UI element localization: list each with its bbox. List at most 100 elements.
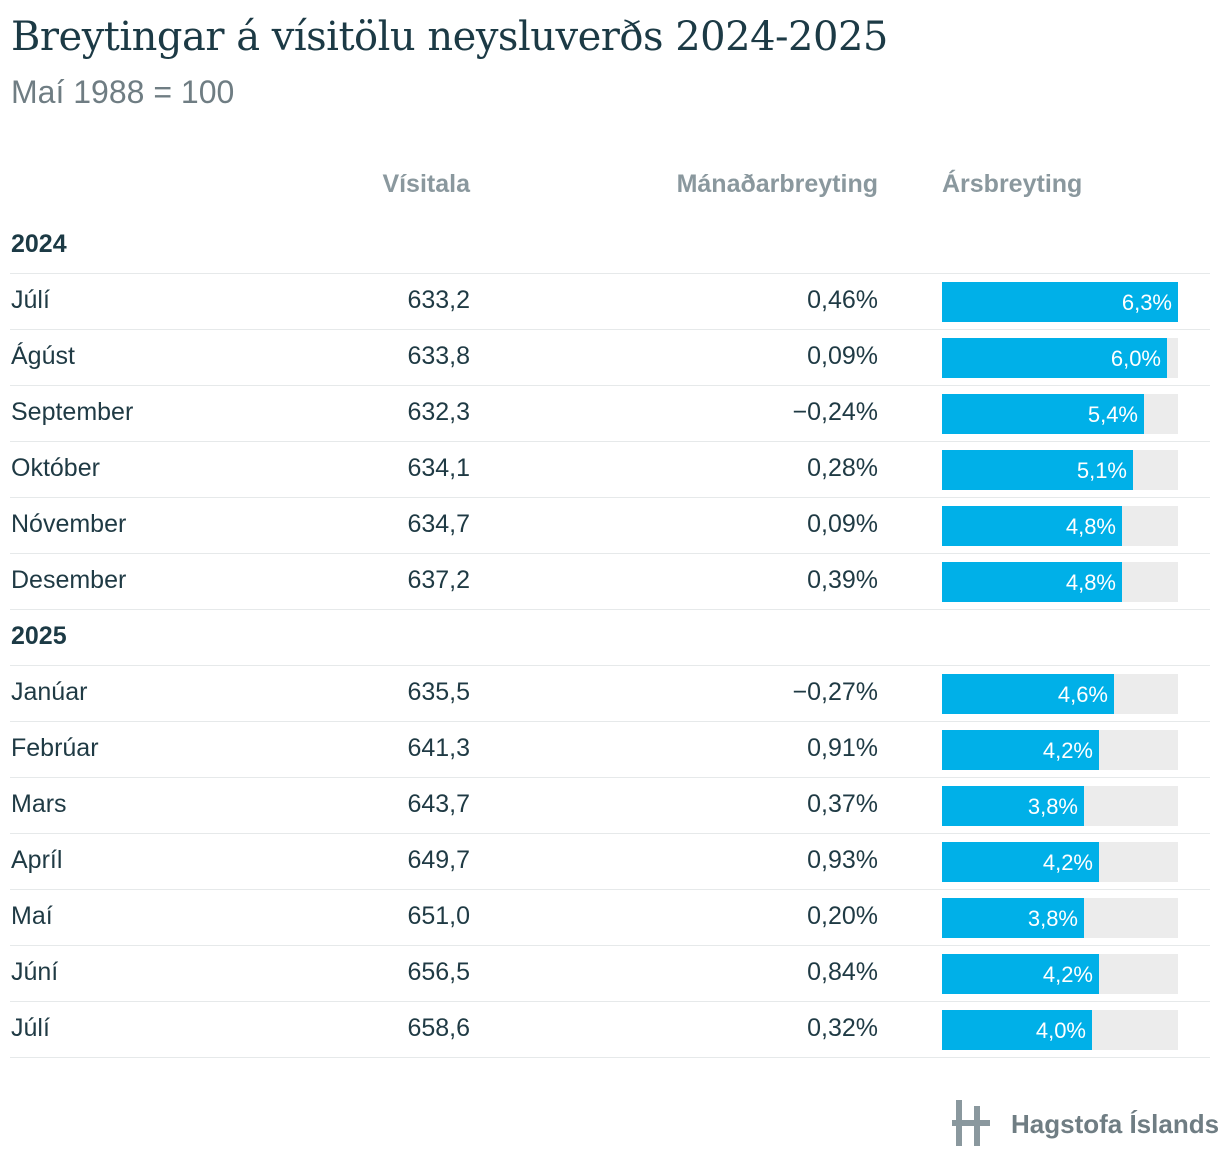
- annual-bar-label: 4,2%: [1042, 962, 1093, 987]
- monthly-change-value: 0,32%: [807, 1014, 878, 1042]
- chart-title: Breytingar á vísitölu neysluverðs 2024-2…: [11, 14, 888, 60]
- table-row: Apríl 649,7 0,93% 4,2%: [10, 834, 1210, 890]
- monthly-change-value: 0,37%: [807, 790, 878, 818]
- month-label: Mars: [11, 790, 67, 818]
- group-row-2024: 2024: [10, 218, 1210, 274]
- annual-bar-label: 3,8%: [1027, 794, 1078, 819]
- table-row: Júlí 658,6 0,32% 4,0%: [10, 1002, 1210, 1058]
- column-header-manadarbreyting: Mánaðarbreyting: [676, 170, 878, 198]
- monthly-change-value: 0,91%: [807, 734, 878, 762]
- table-row: September 632,3 −0,24% 5,4%: [10, 386, 1210, 442]
- annual-bar-label: 5,1%: [1076, 458, 1127, 483]
- monthly-change-value: −0,27%: [792, 678, 879, 706]
- annual-bar-label: 6,0%: [1110, 346, 1161, 371]
- index-value: 634,1: [407, 454, 470, 482]
- index-value: 643,7: [407, 790, 470, 818]
- month-label: Ágúst: [11, 342, 75, 370]
- annual-bar: 4,6%: [942, 674, 1114, 714]
- month-label: Maí: [11, 902, 53, 930]
- monthly-change-value: 0,84%: [807, 958, 878, 986]
- index-value: 637,2: [407, 566, 470, 594]
- group-label: 2024: [11, 230, 67, 258]
- annual-bar-track: 3,8%: [942, 898, 1178, 938]
- month-label: Janúar: [11, 678, 88, 706]
- month-label: Apríl: [11, 846, 63, 874]
- table-row: Ágúst 633,8 0,09% 6,0%: [10, 330, 1210, 386]
- annual-bar: 4,2%: [942, 730, 1099, 770]
- month-label: Október: [11, 454, 100, 482]
- table-row: Janúar 635,5 −0,27% 4,6%: [10, 666, 1210, 722]
- table-row: Júlí 633,2 0,46% 6,3%: [10, 274, 1210, 330]
- index-value: 633,2: [407, 286, 470, 314]
- annual-bar-track: 4,0%: [942, 1010, 1178, 1050]
- table-row: Mars 643,7 0,37% 3,8%: [10, 778, 1210, 834]
- table-row: Maí 651,0 0,20% 3,8%: [10, 890, 1210, 946]
- month-label: September: [11, 398, 134, 426]
- annual-bar-track: 6,0%: [942, 338, 1178, 378]
- annual-bar-label: 4,2%: [1042, 738, 1093, 763]
- index-value: 635,5: [407, 678, 470, 706]
- annual-bar-track: 5,4%: [942, 394, 1178, 434]
- table-row: Október 634,1 0,28% 5,1%: [10, 442, 1210, 498]
- table-row: Júní 656,5 0,84% 4,2%: [10, 946, 1210, 1002]
- annual-bar-label: 4,6%: [1057, 682, 1108, 707]
- monthly-change-value: 0,28%: [807, 454, 878, 482]
- annual-bar: 4,8%: [942, 506, 1122, 546]
- month-label: Júlí: [11, 1014, 50, 1042]
- annual-bar-track: 4,2%: [942, 730, 1178, 770]
- annual-bar-label: 6,3%: [1121, 290, 1172, 315]
- index-value: 651,0: [407, 902, 470, 930]
- annual-bar: 4,2%: [942, 842, 1099, 882]
- annual-bar: 3,8%: [942, 898, 1084, 938]
- table-row: Febrúar 641,3 0,91% 4,2%: [10, 722, 1210, 778]
- hagstofa-logo: Hagstofa Íslands: [952, 1098, 1219, 1148]
- monthly-change-value: 0,93%: [807, 846, 878, 874]
- month-label: Nóvember: [11, 510, 127, 538]
- monthly-change-value: 0,20%: [807, 902, 878, 930]
- table-row: Desember 637,2 0,39% 4,8%: [10, 554, 1210, 610]
- index-value: 656,5: [407, 958, 470, 986]
- logo-text: Hagstofa Íslands: [1011, 1109, 1220, 1139]
- annual-bar: 4,0%: [942, 1010, 1092, 1050]
- annual-bar: 6,0%: [942, 338, 1167, 378]
- index-value: 658,6: [407, 1014, 470, 1042]
- monthly-change-value: 0,39%: [807, 566, 878, 594]
- monthly-change-value: 0,09%: [807, 510, 878, 538]
- group-label: 2025: [11, 622, 67, 650]
- annual-bar-track: 4,8%: [942, 562, 1178, 602]
- annual-bar-track: 5,1%: [942, 450, 1178, 490]
- monthly-change-value: −0,24%: [792, 398, 879, 426]
- annual-bar: 5,4%: [942, 394, 1144, 434]
- month-label: Júní: [11, 958, 59, 986]
- column-header-visitala: Vísitala: [382, 170, 470, 198]
- monthly-change-value: 0,46%: [807, 286, 878, 314]
- index-value: 632,3: [407, 398, 470, 426]
- index-value: 634,7: [407, 510, 470, 538]
- monthly-change-value: 0,09%: [807, 342, 878, 370]
- index-value: 633,8: [407, 342, 470, 370]
- month-label: Desember: [11, 566, 127, 594]
- annual-bar-track: 4,8%: [942, 506, 1178, 546]
- annual-bar-label: 3,8%: [1027, 906, 1078, 931]
- annual-bar-label: 4,2%: [1042, 850, 1093, 875]
- annual-bar-label: 4,0%: [1035, 1018, 1086, 1043]
- annual-bar: 5,1%: [942, 450, 1133, 490]
- annual-bar-track: 4,6%: [942, 674, 1178, 714]
- annual-bar: 3,8%: [942, 786, 1084, 826]
- chart-subtitle: Maí 1988 = 100: [11, 74, 235, 110]
- group-row-2025: 2025: [10, 610, 1210, 666]
- column-header-arsbreyting: Ársbreyting: [942, 170, 1083, 198]
- annual-bar-label: 5,4%: [1087, 402, 1138, 427]
- annual-bar-label: 4,8%: [1065, 570, 1116, 595]
- table-row: Nóvember 634,7 0,09% 4,8%: [10, 498, 1210, 554]
- annual-bar-track: 4,2%: [942, 954, 1178, 994]
- annual-bar-track: 3,8%: [942, 786, 1178, 826]
- annual-bar-track: 4,2%: [942, 842, 1178, 882]
- month-label: Júlí: [11, 286, 50, 314]
- hagstofa-logo-icon: [952, 1100, 990, 1146]
- annual-bar: 4,8%: [942, 562, 1122, 602]
- month-label: Febrúar: [11, 734, 99, 762]
- annual-bar-label: 4,8%: [1065, 514, 1116, 539]
- annual-bar-track: 6,3%: [942, 282, 1178, 322]
- index-value: 641,3: [407, 734, 470, 762]
